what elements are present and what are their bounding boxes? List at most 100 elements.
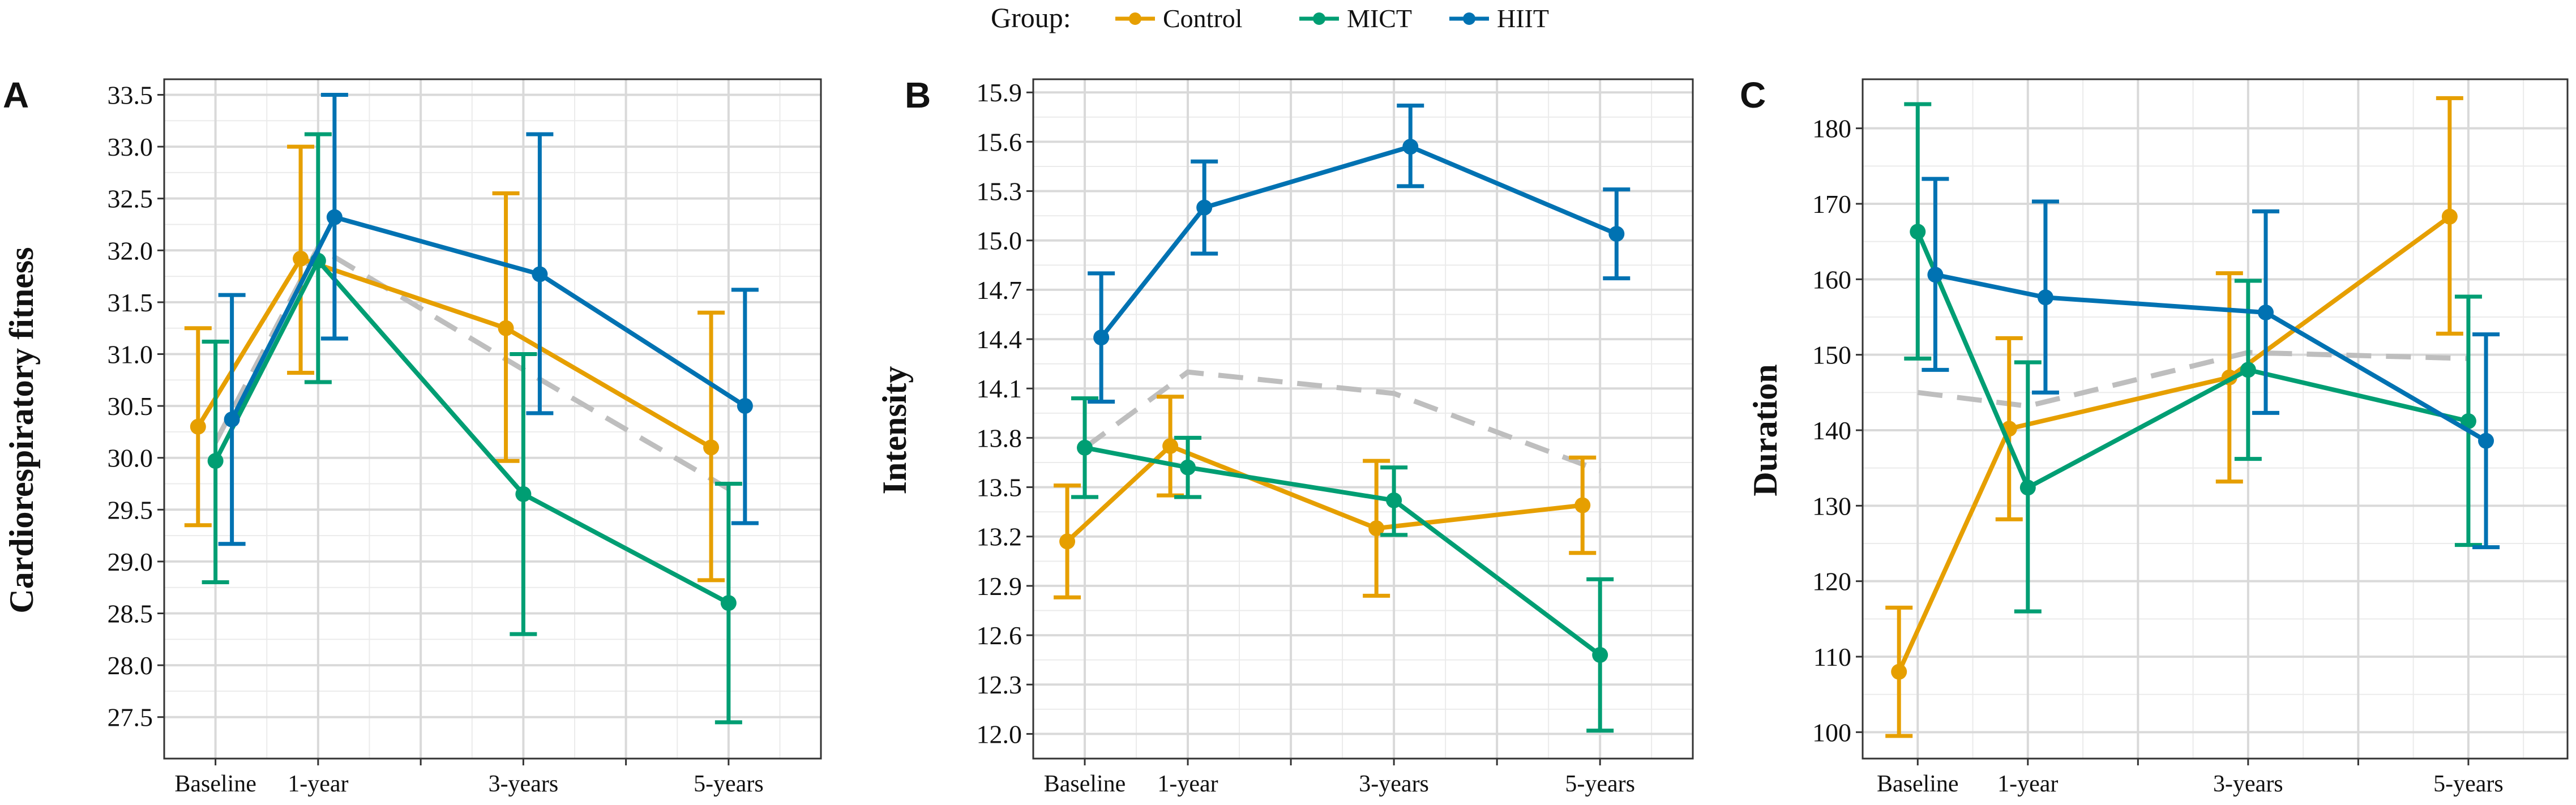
panel-b-hiit-line xyxy=(1099,144,1618,339)
legend-mict-label: MICT xyxy=(1347,4,1412,33)
panel-a-control-point-3-years xyxy=(498,320,514,336)
panel-a: A Cardiorespiratory fitness 27.5 28.0 28.5… xyxy=(3,75,822,797)
panel-a-control-line xyxy=(196,256,713,449)
panel-a-mict-point-5-years xyxy=(720,595,737,611)
legend-item-hiit: HIIT xyxy=(1449,4,1549,33)
panel-b-y-tick-label: 12.0 xyxy=(977,720,1022,748)
panel-c-plot: 100 110 120 130 140 150 160 170 180 Baseline 1-yea… xyxy=(1812,78,2569,797)
legend-item-mict: MICT xyxy=(1299,4,1412,33)
panel-a-x-tick-label-1-year: 1-year xyxy=(288,771,348,797)
panel-a-y-tick-label: 28.0 xyxy=(108,651,153,680)
panel-b-mict-point-5-years xyxy=(1592,646,1608,663)
legend-control-marker xyxy=(1129,12,1141,25)
panel-a-y-tick-label: 28.5 xyxy=(108,600,153,628)
panel-a-mict-point-3-years xyxy=(515,486,532,502)
panel-b-control-point-5-years xyxy=(1574,497,1591,513)
panel-a-x-tick-label-baseline: Baseline xyxy=(174,771,256,797)
panel-a-hiit-line xyxy=(230,215,747,421)
panel-c-y-tick-label: 180 xyxy=(1812,114,1851,143)
panel-c-y-tick-label: 140 xyxy=(1812,416,1851,445)
panel-b-letter: B xyxy=(905,75,931,115)
panel-c-mict-point-baseline xyxy=(1910,224,1926,240)
panel-a-border xyxy=(163,78,822,760)
panel-b-y-tick-label: 14.4 xyxy=(977,325,1022,354)
panel-b-y-tick-label: 15.6 xyxy=(977,127,1022,156)
panel-a-x-tick-label-5-years: 5-years xyxy=(694,771,764,797)
panel-b-hiit-point-1-year xyxy=(1196,199,1213,216)
panel-a-background xyxy=(164,79,821,759)
panel-c-mict-line xyxy=(1915,230,2469,490)
panel-a-y-tick-label: 31.5 xyxy=(108,288,153,317)
panel-c: C Duration 100 110 120 130 140 150 160 170 180 Ba… xyxy=(1740,75,2569,797)
panel-a-y-tick-label: 29.0 xyxy=(108,547,153,576)
panel-c-y-tick-label: 100 xyxy=(1812,718,1851,747)
panel-b-series-hiit xyxy=(1088,103,1631,404)
legend-hiit-label: HIIT xyxy=(1497,4,1549,33)
panel-b-y-tick-label: 15.9 xyxy=(977,78,1022,107)
panel-b-plot: 12.0 12.3 12.6 12.9 13.2 13.5 13.8 14.1 14.4 14.7… xyxy=(977,78,1694,797)
panel-a-hiit-point-1-year xyxy=(326,209,343,225)
panel-b-background xyxy=(1033,79,1693,759)
panel-b-control-line xyxy=(1066,443,1583,543)
panel-b-y-axis-label: Intensity xyxy=(876,366,913,495)
panel-b-control-point-baseline xyxy=(1059,533,1076,550)
panel-a-series-control xyxy=(184,144,725,583)
panel-c-control-point-5-years xyxy=(2441,208,2458,225)
panel-c-y-tick-label: 160 xyxy=(1812,265,1851,294)
panel-c-series-mict xyxy=(1904,102,2482,614)
panel-c-y-tick-label: 150 xyxy=(1812,341,1851,370)
panel-b-y-tick-label: 12.9 xyxy=(977,572,1022,601)
panel-b-control-point-1-year xyxy=(1162,438,1179,454)
panel-c-control-line xyxy=(1897,215,2451,673)
panel-c-mict-point-1-year xyxy=(2019,479,2036,496)
panel-b-y-tick-label: 12.3 xyxy=(977,670,1022,699)
panel-a-x-tick-label-3-years: 3-years xyxy=(489,771,559,797)
panel-c-overall-mean-line xyxy=(1917,350,2469,409)
panel-b-control-point-3-years xyxy=(1368,520,1385,537)
panel-a-mict-point-baseline xyxy=(207,453,224,469)
panel-b-y-tick-label: 15.0 xyxy=(977,226,1022,255)
panel-b-x-tick-label-baseline: Baseline xyxy=(1044,771,1126,797)
panel-a-control-point-1-year xyxy=(293,250,309,267)
panel-b-x-tick-label-3-years: 3-years xyxy=(1359,771,1429,797)
panel-c-mict-point-5-years xyxy=(2460,413,2476,429)
panel-b-hiit-point-baseline xyxy=(1093,329,1110,346)
panel-c-y-tick-label: 170 xyxy=(1812,190,1851,219)
panel-c-mict-point-3-years xyxy=(2240,362,2256,378)
panel-b-overall-mean-line xyxy=(1083,369,1601,473)
panel-c-hiit-point-1-year xyxy=(2037,289,2053,306)
panel-b-y-tick-label: 14.7 xyxy=(977,276,1022,305)
panel-c-x-tick-label-5-years: 5-years xyxy=(2433,771,2504,797)
panel-b-x-tick-label-1-year: 1-year xyxy=(1157,771,1218,797)
panel-c-hiit-line xyxy=(1935,272,2488,443)
panel-a-plot: 27.5 28.0 28.5 29.0 29.5 30.0 30.5 31.0 31.5 32.0… xyxy=(108,78,822,797)
panel-c-x-tick-label-1-year: 1-year xyxy=(1997,771,2058,797)
panel-b-mict-line xyxy=(1084,445,1602,657)
panel-c-border xyxy=(1862,78,2569,760)
panel-a-y-tick-label: 32.5 xyxy=(108,185,153,213)
legend-item-control: Control xyxy=(1115,4,1243,33)
panel-b-y-tick-label: 12.6 xyxy=(977,621,1022,650)
panel-c-x-tick-label-baseline: Baseline xyxy=(1877,771,1959,797)
panel-b-y-tick-label: 15.3 xyxy=(977,177,1022,206)
panel-b-x-tick-label-5-years: 5-years xyxy=(1565,771,1635,797)
panel-b-y-tick-label: 13.5 xyxy=(977,473,1022,502)
panel-a-y-tick-label: 33.5 xyxy=(108,80,153,109)
panel-c-series-hiit xyxy=(1922,177,2500,550)
panel-a-y-tick-label: 30.0 xyxy=(108,444,153,473)
panel-a-hiit-point-baseline xyxy=(224,411,240,427)
panel-c-y-tick-label: 110 xyxy=(1813,643,1851,671)
panel-a-mict-line xyxy=(213,258,730,605)
panel-c-y-axis-label: Duration xyxy=(1747,364,1784,496)
panel-c-y-tick-label: 130 xyxy=(1812,491,1851,520)
panel-a-hiit-point-5-years xyxy=(737,398,753,414)
panel-b-y-tick-label: 14.1 xyxy=(977,374,1022,403)
panel-c-x-tick-label-3-years: 3-years xyxy=(2213,771,2283,797)
panel-a-y-tick-label: 29.5 xyxy=(108,495,153,524)
panel-a-letter: A xyxy=(3,75,29,115)
panel-b-mict-point-1-year xyxy=(1180,459,1196,476)
panel-b: B Intensity 12.0 12.3 12.6 12.9 13.2 13.5 13.8… xyxy=(876,75,1694,797)
panel-a-series-hiit xyxy=(218,92,759,546)
panel-b-series-mict xyxy=(1071,396,1614,733)
